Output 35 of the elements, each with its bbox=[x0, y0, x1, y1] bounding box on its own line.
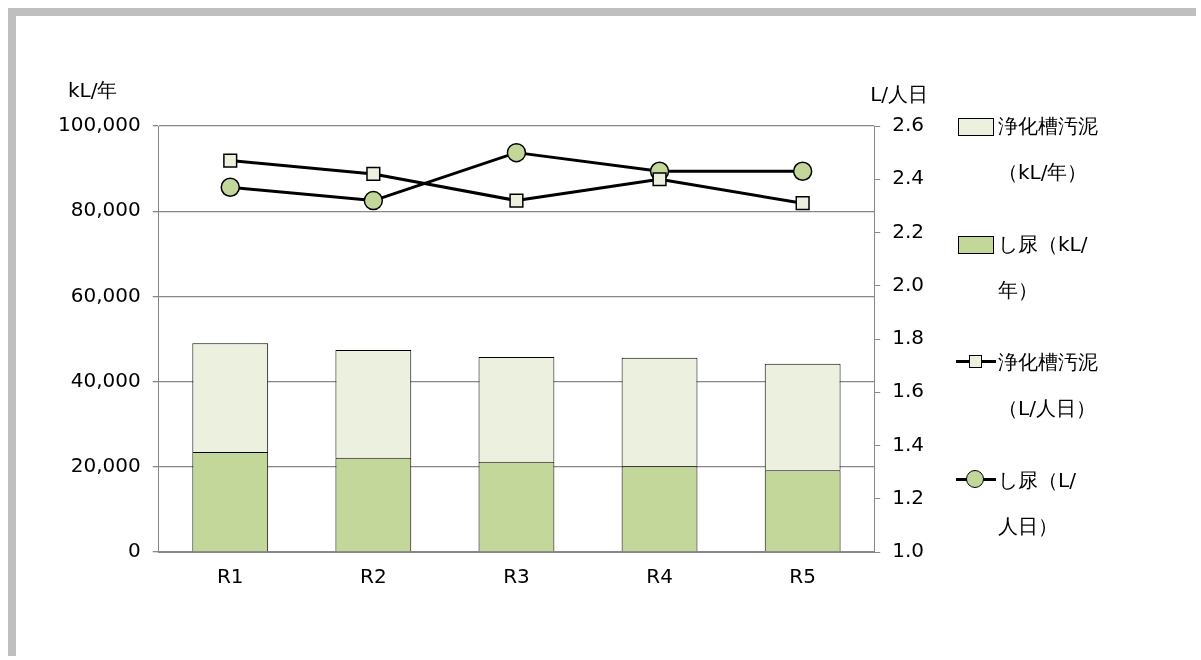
legend-label: 浄化槽汚泥（L/人日） bbox=[998, 349, 1099, 422]
point bbox=[506, 142, 527, 163]
y2-tick-label: 2.4 bbox=[892, 165, 925, 190]
y2-axis-title: L/人日 bbox=[870, 82, 929, 107]
y-tick-label: 20,000 bbox=[70, 453, 141, 477]
x-tick-label: R5 bbox=[789, 564, 816, 589]
y2-tick-label: 2.2 bbox=[892, 218, 925, 243]
y-axis-title: kL/年 bbox=[68, 78, 118, 103]
point bbox=[795, 196, 810, 211]
point bbox=[652, 172, 667, 187]
point bbox=[223, 153, 238, 168]
y2-tick-label: 1.6 bbox=[892, 378, 925, 403]
point bbox=[792, 161, 813, 182]
point bbox=[220, 177, 240, 197]
point bbox=[366, 166, 381, 182]
y2-tick-label: 1.2 bbox=[892, 484, 925, 509]
y-tick-label: 60,000 bbox=[70, 282, 141, 307]
y2-tick-label: 2.0 bbox=[892, 271, 925, 296]
x-tick-label: R4 bbox=[646, 564, 673, 589]
legend-label: し尿（L/人日） bbox=[998, 467, 1077, 540]
y-tick-label: 80,000 bbox=[70, 197, 141, 222]
y-tick-label: 100,000 bbox=[57, 112, 141, 137]
y2-tick-label: 1.8 bbox=[892, 325, 925, 350]
legend-label: 浄化槽汚泥（kL/年） bbox=[998, 113, 1099, 186]
x-tick-label: R2 bbox=[360, 564, 387, 589]
point bbox=[509, 193, 524, 208]
x-tick-label: R3 bbox=[503, 564, 530, 589]
x-tick-label: R1 bbox=[216, 564, 244, 589]
y2-tick-label: 2.6 bbox=[892, 112, 925, 137]
y-tick-label: 40,000 bbox=[70, 367, 141, 392]
y2-tick-label: 1.0 bbox=[892, 538, 925, 563]
point bbox=[363, 190, 384, 211]
y2-tick-label: 1.4 bbox=[892, 431, 925, 456]
y-tick-label: 0 bbox=[127, 538, 141, 563]
legend-label: し尿（kL/年） bbox=[998, 231, 1089, 304]
